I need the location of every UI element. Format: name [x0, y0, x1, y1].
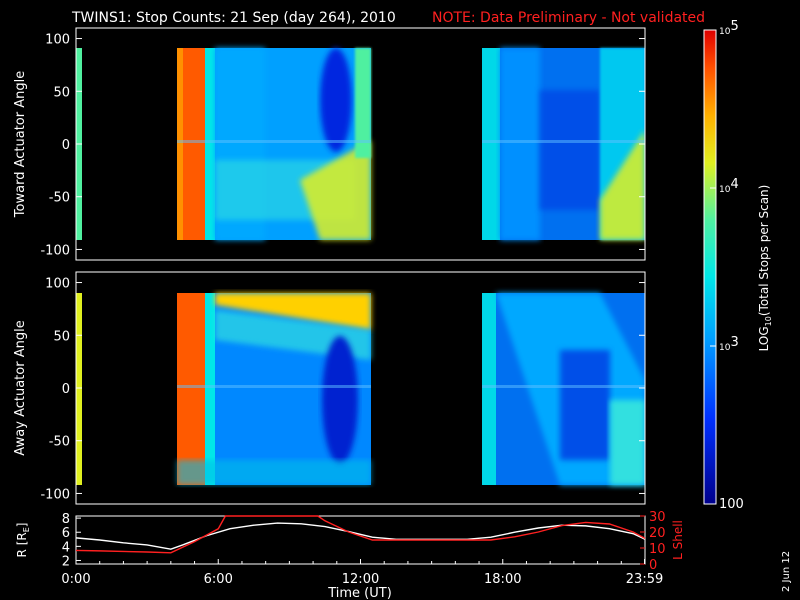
y-tick-label: 50	[53, 85, 70, 100]
toward-heatmap	[76, 48, 645, 240]
toward-ylabel: Toward Actuator Angle	[13, 71, 28, 218]
x-tick-label: 23:59	[626, 572, 663, 587]
away-y-axis: 100 50 0 -50 -100	[40, 277, 645, 502]
orbit-right-label: L Shell	[671, 520, 685, 560]
toward-panel: 100 50 0 -50 -100 Toward Actuator Angle	[13, 27, 646, 261]
orbit-left-tick-label: 6	[62, 526, 70, 541]
date-stamp: 2 Jun 12	[781, 551, 792, 592]
orbit-left-tick-label: 8	[62, 512, 70, 527]
y-tick-label: 100	[45, 277, 70, 292]
y-tick-label: -50	[49, 435, 70, 450]
away-panel: 100 50 0 -50 -100 Away Actuator Angle	[13, 271, 646, 505]
orbit-right-tick-label: 0	[649, 558, 657, 573]
colorbar-label: LOG10(Total Stops per Scan)	[757, 185, 773, 352]
x-tick-label: 18:00	[484, 572, 521, 587]
orbit-plot-frame	[75, 515, 646, 565]
orbit-left-tick-label: 4	[62, 540, 70, 555]
y-tick-label: -100	[40, 487, 70, 502]
y-tick-label: 100	[45, 33, 70, 48]
time-axis: 0:00 6:00 12:00 18:00 23:59	[61, 559, 663, 587]
colorbar-ticks: 105 104 103 100	[710, 19, 744, 512]
chart-title: TWINS1: Stop Counts: 21 Sep (day 264), 2…	[71, 10, 396, 26]
orbit-left-tick-label: 2	[62, 554, 70, 569]
time-axis-label: Time (UT)	[327, 586, 392, 600]
y-tick-label: -100	[40, 243, 70, 258]
y-tick-label: 0	[62, 138, 70, 153]
colorbar-tick-label: 105	[719, 19, 739, 37]
orbit-left-label: R [RE]	[15, 523, 31, 558]
orbit-right-tick-label: 10	[649, 542, 666, 557]
colorbar-scale	[703, 29, 717, 505]
y-tick-label: -50	[49, 191, 70, 206]
colorbar-tick-label: 100	[719, 497, 744, 512]
orbit-right-tick-label: 30	[649, 510, 666, 525]
orbit-lines	[75, 515, 646, 554]
y-tick-label: 50	[53, 329, 70, 344]
away-ylabel: Away Actuator Angle	[13, 320, 28, 455]
away-heatmap	[76, 293, 645, 485]
lshell-series-line	[75, 515, 646, 554]
x-tick-label: 0:00	[61, 572, 90, 587]
r-series-line	[75, 522, 646, 550]
preliminary-note: NOTE: Data Preliminary - Not validated	[432, 10, 705, 26]
toward-y-axis: 100 50 0 -50 -100	[40, 33, 645, 258]
orbit-right-tick-label: 20	[649, 526, 666, 541]
colorbar: 105 104 103 100 LOG10(Total Stops per Scan)	[703, 19, 773, 512]
x-tick-label: 12:00	[342, 572, 379, 587]
x-tick-label: 6:00	[204, 572, 233, 587]
y-tick-label: 0	[62, 382, 70, 397]
colorbar-tick-label: 104	[719, 177, 739, 195]
colorbar-tick-label: 103	[719, 335, 739, 353]
